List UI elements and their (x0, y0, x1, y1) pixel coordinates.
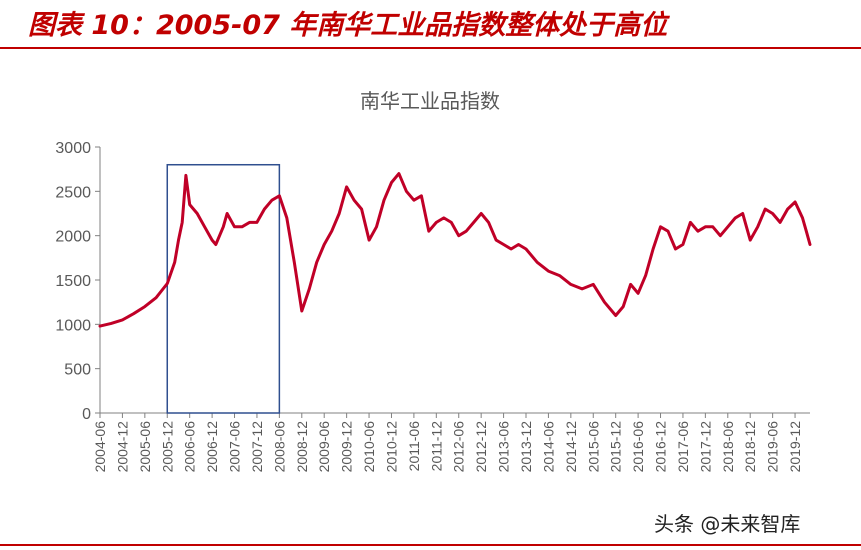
x-tick-label: 2012-12 (473, 421, 489, 473)
x-tick-label: 2016-12 (653, 421, 669, 473)
x-tick-label: 2009-12 (339, 421, 355, 473)
x-tick-label: 2017-06 (675, 421, 691, 473)
x-tick-label: 2014-06 (540, 421, 556, 473)
x-tick-label: 2013-06 (496, 421, 512, 473)
x-tick-label: 2006-06 (182, 421, 198, 473)
y-tick-label: 2500 (55, 184, 91, 201)
series-line (98, 172, 812, 328)
y-tick-label: 1500 (55, 273, 91, 290)
x-tick-label: 2010-12 (383, 421, 399, 473)
x-tick-label: 2018-12 (742, 421, 758, 473)
y-tick-label: 1000 (55, 317, 91, 334)
x-tick-label: 2009-06 (316, 421, 332, 473)
x-tick-label: 2008-12 (294, 421, 310, 473)
figure-title: 图表 10：2005-07 年南华工业品指数整体处于高位 (28, 10, 668, 41)
x-tick-label: 2016-06 (630, 421, 646, 473)
x-tick-label: 2005-06 (137, 421, 153, 473)
highlight-box (166, 163, 281, 414)
highlight-box-group (166, 163, 281, 414)
x-tick-label: 2010-06 (361, 421, 377, 473)
bottom-rule (0, 544, 861, 546)
x-tick-label: 2018-06 (720, 421, 736, 473)
x-tick-label: 2011-12 (428, 421, 444, 472)
x-tick-label: 2007-12 (249, 421, 265, 473)
x-tick-label: 2004-06 (92, 421, 108, 473)
chart-title: 南华工业品指数 (360, 90, 500, 113)
x-tick-label: 2013-12 (518, 421, 534, 473)
watermark: 头条 @未来智库 (654, 512, 801, 536)
x-tick-label: 2008-06 (271, 421, 287, 473)
x-tick-label: 2006-12 (204, 421, 220, 473)
y-tick-label: 2000 (55, 229, 91, 246)
y-tick-label: 0 (82, 406, 91, 423)
x-axis: 2004-06 2004-12 2005-06 2005-12 2006-06 2006-… (92, 412, 810, 473)
x-tick-label: 2005-12 (159, 421, 175, 473)
title-rule (0, 47, 861, 49)
x-tick-label: 2011-06 (406, 421, 422, 472)
x-tick-label: 2012-06 (451, 421, 467, 473)
x-tick-label: 2007-06 (227, 421, 243, 473)
x-tick-label: 2015-06 (585, 421, 601, 473)
x-tick-label: 2019-06 (765, 421, 781, 473)
x-tick-label: 2014-12 (563, 421, 579, 473)
x-tick-label: 2004-12 (114, 421, 130, 473)
y-axis: 0 500 1000 1500 2000 2500 3000 (55, 140, 101, 423)
x-tick-label: 2015-12 (608, 421, 624, 473)
x-tick-label: 2017-12 (697, 421, 713, 473)
series-group (98, 172, 812, 328)
y-tick-label: 3000 (55, 140, 91, 157)
y-tick-label: 500 (64, 362, 91, 379)
x-tick-label: 2019-12 (787, 421, 803, 473)
